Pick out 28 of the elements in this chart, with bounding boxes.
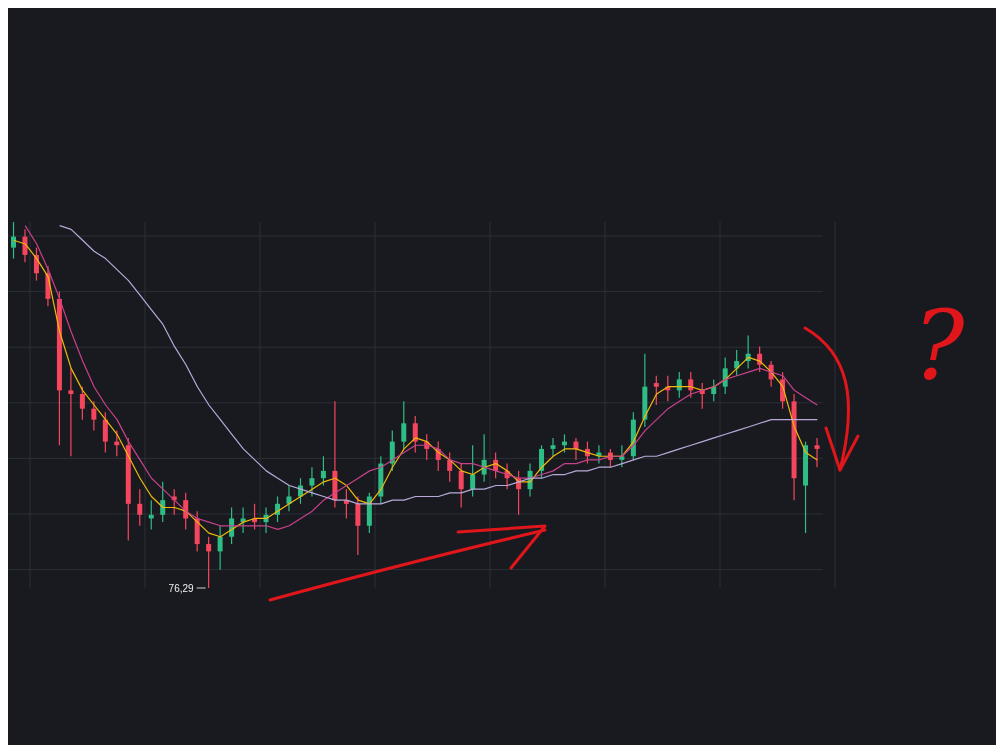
- candlestick: [676, 371, 682, 399]
- candlestick: [229, 506, 235, 545]
- candlestick: [320, 455, 326, 487]
- candlestick: [91, 400, 97, 432]
- candlestick: [470, 444, 476, 498]
- candlestick: [814, 437, 820, 468]
- candlestick: [458, 462, 464, 509]
- candlestick: [355, 495, 361, 556]
- candlestick: [11, 221, 16, 260]
- candlestick: [160, 481, 166, 523]
- text: ?: [913, 290, 965, 402]
- candlestick: [447, 451, 453, 483]
- candlestick: [217, 525, 223, 571]
- candlestick: [240, 506, 246, 534]
- candlestick: [68, 367, 74, 457]
- candlestick: [722, 356, 728, 395]
- candlestick: [412, 415, 418, 454]
- candlestick: [309, 466, 315, 498]
- candlestick: [79, 386, 85, 421]
- candlestick: [550, 437, 556, 457]
- candlestick: [401, 400, 407, 450]
- candlestick: [102, 411, 108, 454]
- annotation: 76,29: [168, 583, 195, 594]
- candlestick: [137, 488, 143, 527]
- candlestick: [539, 444, 545, 479]
- candlestick: [206, 536, 212, 589]
- candlestick: [653, 375, 659, 406]
- candlestick: [389, 430, 395, 472]
